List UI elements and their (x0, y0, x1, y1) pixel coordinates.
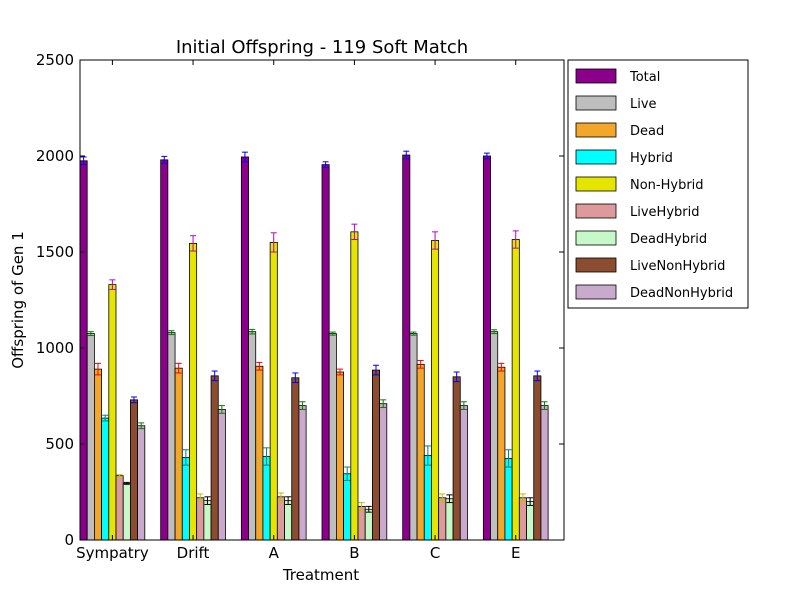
bar (276, 496, 285, 541)
bars-layer (79, 154, 549, 541)
bar (129, 399, 138, 541)
y-tick-label: 2500 (36, 51, 74, 69)
bar (115, 475, 124, 541)
bar (533, 375, 542, 541)
bar (108, 284, 117, 541)
bar (526, 501, 535, 541)
bar (409, 333, 418, 541)
legend-swatch (575, 95, 617, 111)
x-tick-label: Sympatry (76, 544, 149, 562)
x-tick-label: A (269, 544, 280, 562)
bar (350, 231, 359, 541)
bar (490, 331, 499, 541)
bar (174, 367, 183, 541)
bar (328, 333, 337, 541)
bar (203, 500, 212, 541)
bar (416, 363, 425, 541)
bar (137, 425, 146, 541)
y-tick-label: 2000 (36, 147, 74, 165)
x-tick-label: B (349, 544, 359, 562)
bar (79, 160, 88, 541)
bar (298, 405, 307, 541)
bar (511, 239, 520, 541)
ticks-layer: 0 500 1000 1500 2000 2500 Sympatry Drift A B C E (36, 51, 564, 562)
bar (240, 156, 249, 541)
bar (122, 482, 131, 541)
bar (357, 505, 366, 541)
legend-swatch (575, 149, 617, 165)
bar (255, 365, 264, 541)
x-tick-label: C (430, 544, 440, 562)
x-axis-label: Treatment (282, 566, 359, 584)
bar (497, 366, 506, 541)
legend-swatch (575, 68, 617, 84)
bar (452, 376, 461, 541)
bar (181, 457, 190, 541)
bar (423, 455, 432, 541)
bar (518, 497, 527, 541)
legend-swatch (575, 203, 617, 219)
legend-label: Dead (630, 124, 664, 139)
bar (217, 409, 226, 541)
bar (291, 377, 300, 541)
bar (540, 405, 549, 541)
legend-label: LiveHybrid (630, 205, 699, 220)
bar (364, 508, 373, 541)
bar (262, 456, 271, 541)
legend-label: Live (630, 97, 657, 112)
y-tick-label: 1500 (36, 243, 74, 261)
bar (284, 500, 293, 541)
bar (482, 155, 491, 541)
plot-frame (79, 59, 565, 541)
legend-swatch (575, 230, 617, 246)
bar (504, 457, 513, 541)
bar (86, 333, 95, 541)
bar (269, 241, 278, 541)
legend-swatch (575, 176, 617, 192)
chart-title: Initial Offspring - 119 Soft Match (176, 37, 468, 58)
bar (248, 331, 257, 541)
y-tick-label: 1000 (36, 339, 74, 357)
bar (459, 405, 468, 541)
bar (94, 368, 103, 541)
bar (343, 473, 352, 541)
bar (101, 417, 110, 541)
bar (210, 375, 219, 541)
bar (196, 497, 205, 541)
bar (445, 498, 454, 541)
legend-label: LiveNonHybrid (630, 259, 725, 274)
legend-label: Total (629, 70, 660, 85)
legend-swatch (575, 122, 617, 138)
bar (371, 369, 380, 541)
legend-label: DeadHybrid (630, 232, 707, 247)
y-tick-label: 0 (64, 531, 74, 549)
x-tick-label: E (511, 544, 520, 562)
legend: TotalLiveDeadHybridNon-HybridLiveHybridD… (567, 59, 749, 309)
y-tick-label: 500 (45, 435, 74, 453)
bar (402, 154, 411, 541)
bar (335, 371, 344, 541)
bar (379, 403, 388, 541)
y-axis-label: Offspring of Gen 1 (9, 231, 27, 369)
error-bars-layer (80, 150, 548, 513)
legend-label: Hybrid (630, 151, 673, 166)
bar (160, 159, 169, 541)
bar (189, 242, 198, 541)
bar (438, 497, 447, 541)
bar (431, 240, 440, 541)
legend-label: Non-Hybrid (630, 178, 704, 193)
x-tick-label: Drift (177, 544, 210, 562)
legend-swatch (575, 257, 617, 273)
bar (321, 164, 330, 541)
legend-label: DeadNonHybrid (630, 286, 733, 301)
legend-swatch (575, 284, 617, 300)
bar (167, 332, 176, 541)
